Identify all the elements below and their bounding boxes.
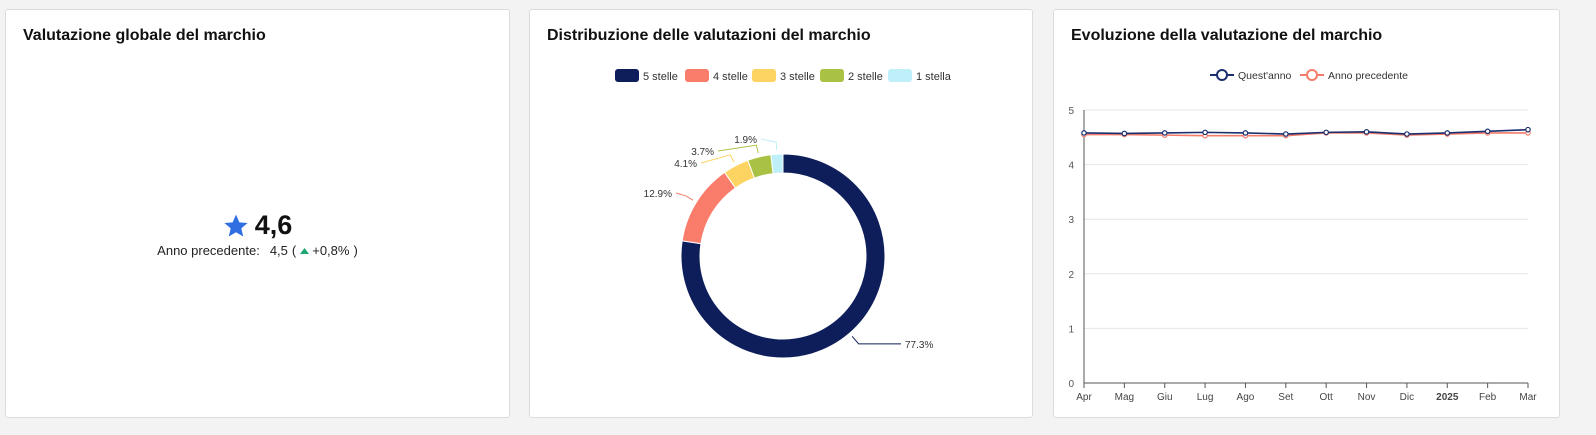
legend-swatch-1-stella[interactable]: [888, 69, 912, 82]
rating-score: 4,6: [254, 210, 293, 240]
legend-label-3-stelle[interactable]: 3 stelle: [780, 71, 815, 83]
series-line-anno-precedente[interactable]: [1084, 132, 1528, 137]
rating-evolution-card: Evoluzione della valutazione del marchio…: [1053, 9, 1560, 418]
legend-item-anno-precedente[interactable]: Anno precedente: [1300, 69, 1408, 82]
line-chart: Quest'anno Anno precedente 0 1 2 3 4 5 Apr Mag Giu…: [1068, 69, 1537, 403]
x-tick-dic: Dic: [1400, 392, 1414, 403]
point-quest-anno[interactable]: [1161, 130, 1168, 136]
y-tick-2: 2: [1068, 270, 1074, 281]
point-quest-anno[interactable]: [1404, 131, 1410, 137]
legend-swatch-2-stelle[interactable]: [820, 69, 844, 82]
leader-line-2-stelle: [717, 144, 759, 154]
point-quest-anno[interactable]: [1363, 129, 1370, 135]
score-block: 4,6 Anno precedente: 4,5 ( +0,8% ): [6, 210, 509, 258]
legend-swatch-3-stelle[interactable]: [752, 69, 776, 82]
star-icon: [224, 214, 248, 237]
previous-year-label: Anno precedente:: [157, 243, 260, 258]
rating-evolution-title: Evoluzione della valutazione del marchio: [1071, 27, 1383, 44]
x-tick-feb: Feb: [1479, 392, 1497, 403]
previous-year-value: 4,5: [269, 243, 288, 258]
slice-label-1-stella: 1.9%: [734, 135, 757, 146]
paren-open: (: [291, 243, 297, 258]
point-quest-anno[interactable]: [1283, 131, 1289, 137]
legend-swatch-4-stelle[interactable]: [685, 69, 709, 82]
legend-label-5-stelle[interactable]: 5 stelle: [643, 71, 678, 83]
legend-label-4-stelle[interactable]: 4 stelle: [713, 71, 748, 83]
x-tick-ago: Ago: [1237, 392, 1255, 403]
slice-label-2-stelle: 3.7%: [691, 147, 714, 158]
point-quest-anno[interactable]: [1525, 126, 1531, 133]
legend-label-1-stella[interactable]: 1 stella: [916, 71, 952, 83]
series-line-quest-anno[interactable]: [1083, 128, 1529, 135]
x-tick-apr: Apr: [1076, 392, 1092, 403]
y-tick-4: 4: [1068, 161, 1074, 172]
point-quest-anno[interactable]: [1121, 130, 1128, 137]
slice-label-4-stelle: 12.9%: [644, 189, 672, 200]
x-tick-nov: Nov: [1358, 392, 1376, 403]
overall-rating-title: Valutazione globale del marchio: [23, 27, 266, 44]
legend-label-anno-precedente: Anno precedente: [1328, 70, 1408, 82]
x-tick-mag: Mag: [1115, 392, 1134, 403]
donut-slice-1-stella[interactable]: [770, 153, 784, 175]
leader-line-4-stelle: [675, 192, 694, 201]
leader-line-3-stelle: [700, 154, 735, 164]
x-tick-mar: Mar: [1519, 392, 1537, 403]
donut-slice-4-stelle[interactable]: [681, 171, 737, 245]
rating-distribution-card: Distribuzione delle valutazioni del marc…: [529, 9, 1033, 418]
y-tick-0: 0: [1068, 379, 1074, 390]
point-quest-anno[interactable]: [1202, 129, 1208, 136]
legend-label-2-stelle[interactable]: 2 stelle: [848, 71, 883, 83]
y-tick-3: 3: [1068, 215, 1074, 226]
legend-item-quest-anno[interactable]: Quest'anno: [1210, 69, 1292, 82]
legend-label-quest-anno: Quest'anno: [1238, 70, 1292, 82]
rating-distribution-title: Distribuzione delle valutazioni del marc…: [547, 27, 871, 44]
point-quest-anno[interactable]: [1323, 129, 1329, 136]
trend-up-icon: [300, 247, 310, 254]
leader-line-5-stelle: [851, 336, 901, 345]
point-quest-anno[interactable]: [1242, 130, 1249, 136]
x-tick-2025: 2025: [1436, 392, 1459, 403]
y-tick-1: 1: [1068, 324, 1074, 335]
legend-swatch-5-stelle[interactable]: [615, 69, 639, 82]
donut-chart: 5 stelle 4 stelle 3 stelle 2 stelle 1 stella…: [615, 69, 952, 359]
point-quest-anno[interactable]: [1444, 130, 1451, 136]
paren-close: ): [353, 243, 358, 258]
x-tick-giu: Giu: [1157, 392, 1173, 403]
donut-slice-5-stelle[interactable]: [680, 153, 886, 359]
leader-line-1-stella: [760, 138, 778, 151]
point-quest-anno[interactable]: [1484, 128, 1491, 135]
rating-change: +0,8%: [312, 243, 350, 258]
y-tick-5: 5: [1068, 106, 1074, 117]
point-quest-anno[interactable]: [1081, 130, 1087, 136]
slice-label-3-stelle: 4.1%: [674, 159, 697, 170]
x-tick-lug: Lug: [1197, 392, 1214, 403]
slice-label-5-stelle: 77.3%: [905, 340, 933, 351]
overall-rating-card: Valutazione globale del marchio 4,6 Anno…: [5, 9, 510, 418]
x-tick-set: Set: [1278, 392, 1293, 403]
x-tick-ott: Ott: [1320, 392, 1334, 403]
